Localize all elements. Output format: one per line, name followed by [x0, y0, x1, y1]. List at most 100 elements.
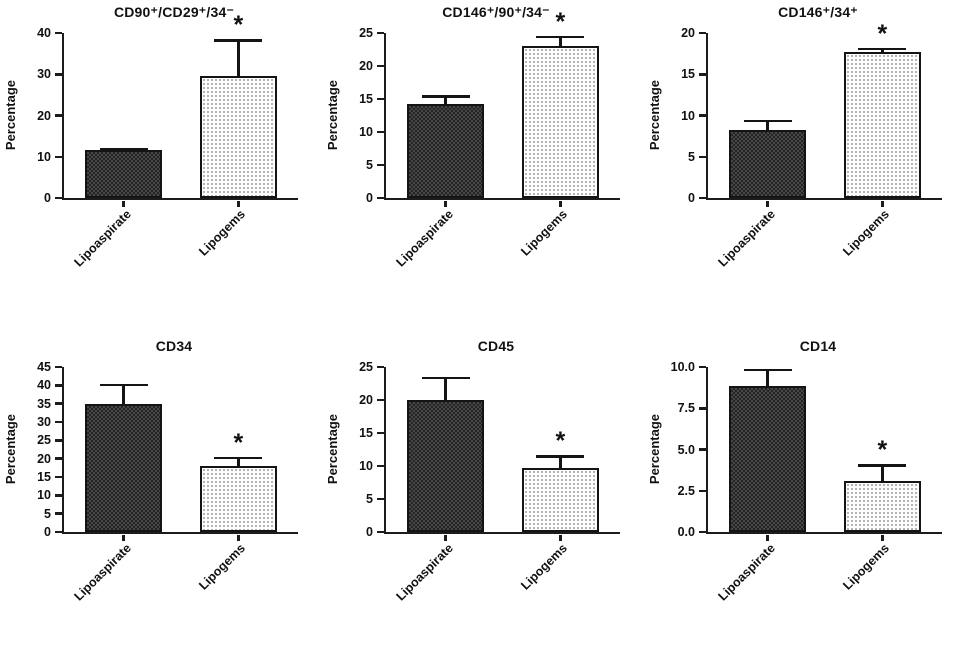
y-tick: [376, 530, 384, 534]
x-tick: [122, 201, 125, 207]
y-tick: [698, 365, 706, 369]
error-bar-cap: [858, 464, 907, 467]
y-tick-label: 5.0: [677, 442, 695, 457]
y-tick-label: 5: [688, 149, 695, 164]
y-tick-label: 30: [37, 415, 51, 429]
chart-title: CD146⁺/34⁺: [778, 4, 858, 20]
bar-lipoaspirate: [85, 149, 163, 198]
plot-area: 0 5 10 15 20 25 30 35 40 45 Lipoaspirate * Lipogems: [37, 360, 298, 603]
y-tick: [54, 31, 62, 35]
error-bar-cap: [743, 119, 792, 123]
x-tick: [766, 201, 769, 207]
error-bar-stem: [766, 368, 769, 386]
bar-lipogems: [521, 45, 599, 198]
y-tick: [54, 114, 62, 117]
y-tick-label: 20: [37, 108, 51, 123]
y-tick-label: 0: [44, 525, 51, 539]
chart-panel-cd34: CD34 Percentage 0 5 10 15 20 25 30 35 40 45 Lipoas…: [0, 300, 322, 607]
y-tick: [376, 497, 384, 501]
y-tick: [54, 457, 62, 460]
y-tick: [376, 365, 384, 369]
figure-grid: CD90⁺/CD29⁺/34⁻ Percentage 0 10 20 30 40 Lipo…: [0, 0, 967, 607]
error-bar-cap: [214, 456, 263, 460]
plot-area: 0 10 20 30 40 Lipoaspirate * Lipogems: [37, 13, 298, 269]
y-tick: [698, 73, 706, 76]
bar-lipoaspirate: [85, 403, 163, 532]
y-tick-label: 15: [37, 470, 51, 484]
significance-asterisk: *: [233, 428, 244, 457]
plot-area: 0 5 10 15 20 25 Lipoaspirate * Lipogems: [359, 360, 620, 603]
x-tick: [559, 535, 562, 541]
y-tick: [698, 155, 706, 158]
error-bar-stem: [444, 95, 447, 105]
error-bar-stem: [122, 383, 125, 404]
x-category-label: Lipogems: [518, 541, 571, 593]
error-bar-cap: [536, 455, 585, 458]
y-tick: [376, 130, 384, 134]
error-bar-cap: [536, 35, 585, 39]
y-tick: [376, 196, 384, 200]
y-tick-label: 0.0: [677, 525, 695, 539]
y-tick: [54, 402, 62, 405]
error-bar-cap: [99, 148, 148, 151]
y-tick-label: 25: [359, 360, 373, 374]
y-tick-label: 20: [359, 59, 373, 73]
y-tick-label: 0: [44, 191, 51, 205]
chart-title: CD90⁺/CD29⁺/34⁻: [113, 4, 235, 20]
chart-panel-cd45: CD45 Percentage 0 5 10 15 20 25 Lipoaspirate * L…: [322, 300, 644, 607]
bar-lipoaspirate: [729, 129, 807, 198]
y-tick-label: 0: [688, 191, 695, 205]
y-tick-label: 45: [37, 360, 51, 374]
error-bar-cap: [214, 39, 263, 42]
y-tick-label: 10.0: [670, 360, 695, 374]
bar-lipoaspirate: [407, 104, 485, 198]
y-tick: [54, 384, 62, 387]
x-tick: [444, 535, 447, 541]
y-tick-label: 25: [37, 433, 51, 448]
y-tick: [54, 365, 62, 369]
x-category-label: Lipoaspirate: [393, 541, 456, 604]
x-category-label: Lipogems: [840, 541, 893, 593]
y-tick-label: 5: [366, 158, 373, 172]
y-tick-label: 10: [359, 459, 373, 473]
significance-asterisk: *: [555, 427, 566, 456]
significance-asterisk: *: [555, 7, 566, 36]
error-bar-stem: [237, 456, 240, 466]
y-tick: [698, 530, 706, 534]
y-tick-label: 15: [359, 92, 373, 106]
y-tick: [54, 155, 62, 158]
bar-lipogems: [199, 466, 277, 532]
x-tick: [237, 535, 240, 541]
y-tick-label: 30: [37, 67, 51, 82]
chart-title: CD34: [155, 338, 193, 354]
y-tick-label: 10: [681, 108, 695, 123]
x-category-label: Lipogems: [196, 541, 249, 593]
chart-panel-cd90-cd29-34neg: CD90⁺/CD29⁺/34⁻ Percentage 0 10 20 30 40 Lipo…: [0, 0, 322, 300]
x-tick: [237, 201, 240, 207]
y-tick-label: 15: [681, 67, 695, 82]
bar-lipoaspirate: [407, 400, 485, 532]
plot-area: 0.0 2.5 5.0 7.5 10.0 Lipoaspirate * Lipogems: [671, 360, 942, 603]
chart-title: CD45: [477, 338, 515, 354]
y-tick-label: 35: [37, 396, 51, 411]
bar-lipogems: [521, 467, 599, 532]
x-tick: [881, 535, 884, 541]
y-tick-label: 2.5: [677, 483, 695, 498]
y-tick: [698, 489, 706, 492]
y-tick: [376, 464, 384, 468]
x-tick: [881, 201, 884, 207]
plot-area: 0 5 10 15 20 25 Lipoaspirate * Lipogems: [359, 9, 620, 269]
y-tick-label: 10: [359, 125, 373, 139]
chart-panel-cd146-34pos: CD146⁺/34⁺ Percentage 0 5 10 15 20 Lipoaspira…: [644, 0, 967, 300]
y-tick: [54, 73, 62, 76]
y-tick: [54, 439, 62, 442]
error-bar-stem: [559, 455, 562, 468]
error-bar-cap: [858, 47, 907, 51]
y-tick-label: 0: [366, 191, 373, 205]
bar-lipogems: [843, 480, 921, 532]
y-tick: [376, 31, 384, 35]
chart-title: CD146⁺/90⁺/34⁻: [442, 4, 550, 20]
x-tick: [122, 535, 125, 541]
x-category-label: Lipoaspirate: [715, 541, 778, 604]
error-bar-cap: [743, 368, 792, 372]
